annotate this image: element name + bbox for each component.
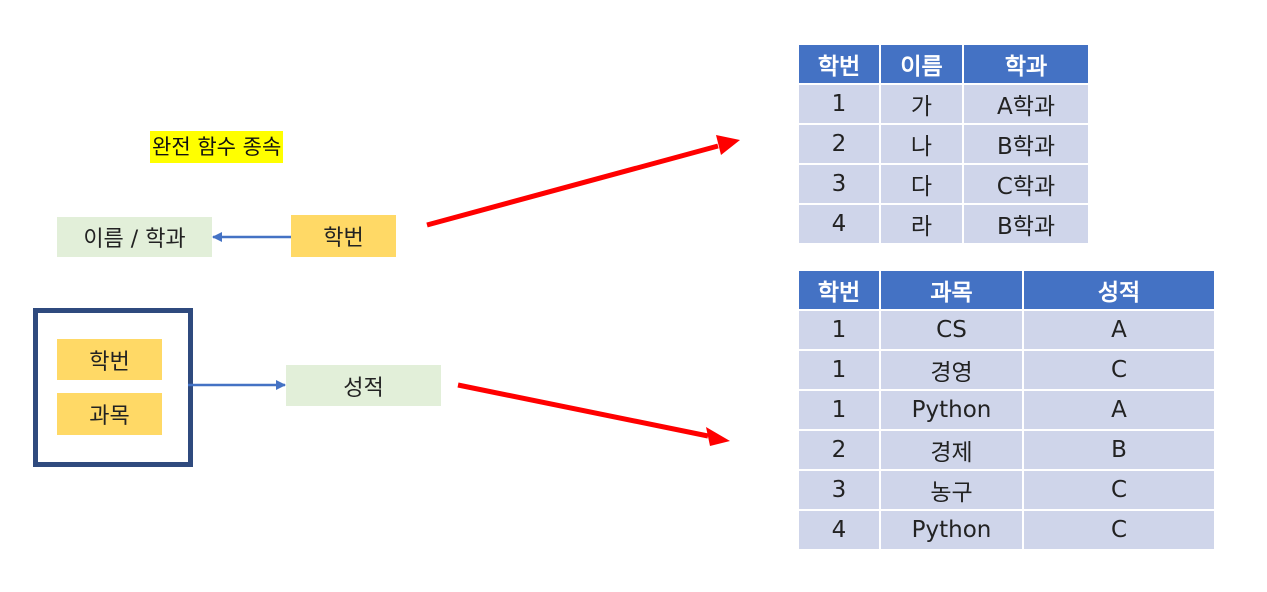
table-cell: 1: [797, 83, 881, 125]
table-row: 1 CS A: [797, 309, 1216, 351]
table-cell: 1: [797, 349, 881, 391]
diagram-title: 완전 함수 종속: [150, 131, 284, 163]
table-header-row: 학번 이름 학과: [797, 43, 1090, 85]
table-cell: 나: [879, 123, 964, 165]
table-cell: 1: [797, 309, 881, 351]
table-row: 4 라 B학과: [797, 203, 1090, 245]
table-cell: 경영: [879, 349, 1024, 391]
column-header: 학번: [797, 43, 881, 85]
table-row: 1 가 A학과: [797, 83, 1090, 125]
composite-key-course: 과목: [57, 393, 162, 435]
column-header: 과목: [879, 269, 1024, 311]
table-cell: A: [1022, 389, 1216, 431]
table-cell: 다: [879, 163, 964, 205]
table-cell: Python: [879, 509, 1024, 551]
determinant-box-student-id: 학번: [291, 215, 396, 257]
arrow-to-grade-table: [457, 382, 730, 446]
dependent-box-name-dept: 이름 / 학과: [57, 217, 212, 257]
table-cell: 1: [797, 389, 881, 431]
table-cell: 라: [879, 203, 964, 245]
table-cell: B: [1022, 429, 1216, 471]
table-row: 3 농구 C: [797, 469, 1216, 511]
table-cell: 가: [879, 83, 964, 125]
composite-key-student-id: 학번: [57, 339, 162, 380]
table-cell: B학과: [962, 203, 1090, 245]
table-cell: 2: [797, 429, 881, 471]
composite-key-frame: [33, 308, 193, 467]
table-cell: 3: [797, 469, 881, 511]
table-cell: 3: [797, 163, 881, 205]
table-cell: 경제: [879, 429, 1024, 471]
grade-table: 학번 과목 성적 1 CS A 1 경영 C 1 Python A 2 경제 B 3 농구 C 4 Python C: [797, 269, 1216, 551]
table-cell: C: [1022, 349, 1216, 391]
table-cell: 4: [797, 203, 881, 245]
table-cell: C: [1022, 469, 1216, 511]
table-row: 1 경영 C: [797, 349, 1216, 391]
arrow-to-student-table: [426, 135, 740, 228]
table-cell: B학과: [962, 123, 1090, 165]
table-cell: C: [1022, 509, 1216, 551]
table-cell: Python: [879, 389, 1024, 431]
student-table: 학번 이름 학과 1 가 A학과 2 나 B학과 3 다 C학과 4 라 B학과: [797, 43, 1090, 245]
table-header-row: 학번 과목 성적: [797, 269, 1216, 311]
dependent-box-grade: 성적: [286, 365, 441, 406]
column-header: 학과: [962, 43, 1090, 85]
table-cell: 2: [797, 123, 881, 165]
column-header: 이름: [879, 43, 964, 85]
table-cell: 농구: [879, 469, 1024, 511]
table-cell: 4: [797, 509, 881, 551]
column-header: 학번: [797, 269, 881, 311]
table-row: 3 다 C학과: [797, 163, 1090, 205]
table-row: 2 나 B학과: [797, 123, 1090, 165]
table-row: 4 Python C: [797, 509, 1216, 551]
table-cell: CS: [879, 309, 1024, 351]
column-header: 성적: [1022, 269, 1216, 311]
table-cell: A학과: [962, 83, 1090, 125]
table-row: 1 Python A: [797, 389, 1216, 431]
table-cell: C학과: [962, 163, 1090, 205]
table-cell: A: [1022, 309, 1216, 351]
table-row: 2 경제 B: [797, 429, 1216, 471]
